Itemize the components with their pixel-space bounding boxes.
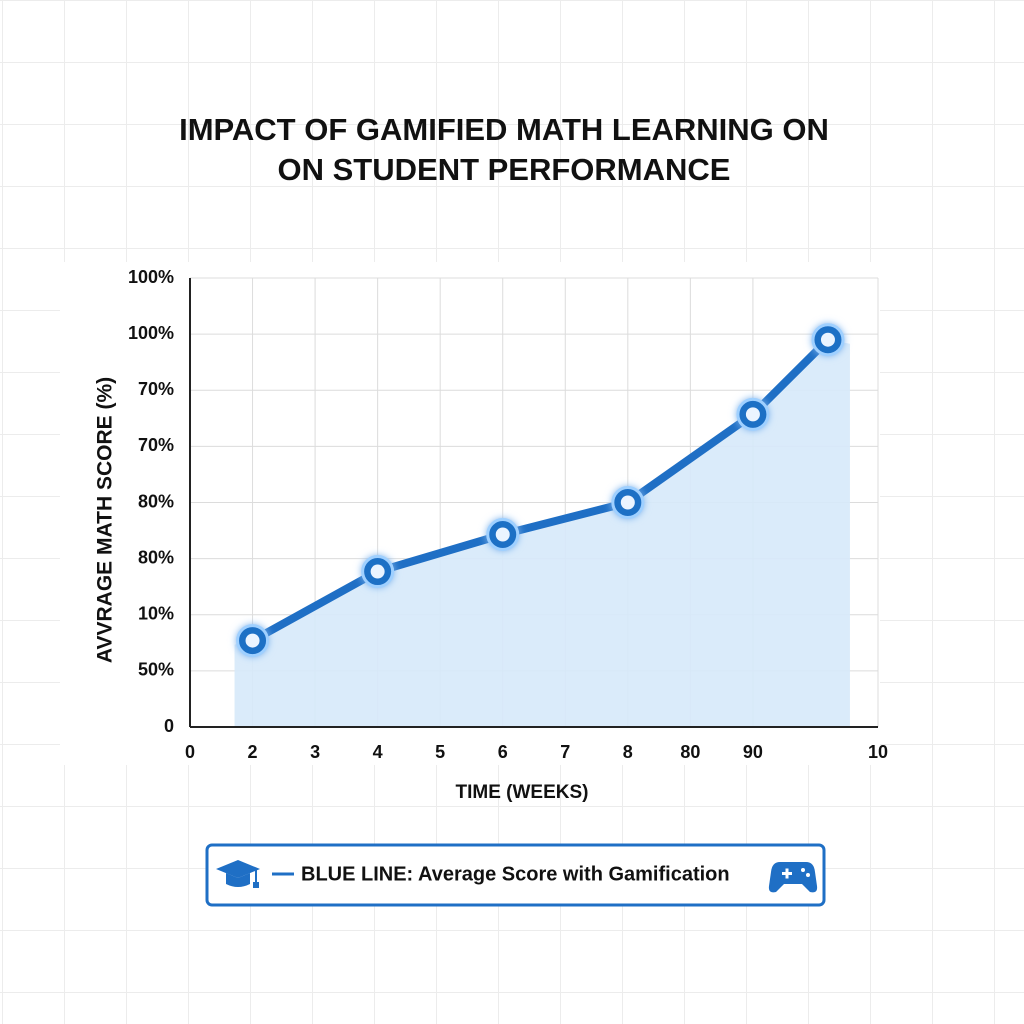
marker bbox=[236, 624, 270, 658]
marker bbox=[361, 555, 395, 589]
y-tick-label: 10% bbox=[138, 604, 174, 624]
marker bbox=[811, 323, 845, 357]
x-tick-label: 6 bbox=[498, 742, 508, 762]
plot: 0 50% 10% 80% 80% 70% 70% 100% 100% 0 2 3 4 5 6 7 8 80 90 1… bbox=[128, 267, 888, 762]
area bbox=[234, 339, 850, 727]
legend-box bbox=[205, 843, 826, 907]
line bbox=[248, 335, 832, 645]
chart-title: IMPACT OF GAMIFIED MATH LEARNING ON bbox=[179, 112, 829, 147]
y-tick-label: 100% bbox=[128, 323, 174, 343]
x-tick-label: 90 bbox=[743, 742, 763, 762]
y-tick-label: 80% bbox=[138, 491, 174, 511]
x-tick-label: 0 bbox=[185, 742, 195, 762]
x-tick-label: 7 bbox=[560, 742, 570, 762]
cap-icon bbox=[216, 860, 260, 888]
y-tick-label: 0 bbox=[164, 716, 174, 736]
y-axis-label: AVVRAGE MATH SCORE (%) bbox=[94, 377, 117, 663]
x-tick-label: 4 bbox=[373, 742, 383, 762]
x-tick-label: 80 bbox=[680, 742, 700, 762]
marker-inner bbox=[745, 407, 760, 422]
marker bbox=[611, 486, 645, 519]
y-tick-label: 80% bbox=[138, 547, 174, 567]
marker-inner bbox=[245, 633, 260, 648]
x-tick-label: 10 bbox=[868, 742, 888, 762]
y-tick-label: 70% bbox=[138, 435, 174, 455]
marker-inner bbox=[370, 564, 385, 579]
y-tick-label: 70% bbox=[138, 379, 174, 399]
marker-inner bbox=[495, 527, 510, 542]
x-axis-label: TIME (WEEKS) bbox=[456, 782, 589, 803]
marker bbox=[486, 517, 520, 551]
y-tick-label: 50% bbox=[138, 660, 174, 680]
gamepad-icon bbox=[768, 862, 818, 893]
marker-inner bbox=[820, 332, 835, 347]
y-tick-label: 100% bbox=[128, 267, 174, 287]
chart-title: ON STUDENT PERFORMANCE bbox=[278, 152, 731, 187]
x-tick-label: 3 bbox=[310, 742, 320, 762]
x-tick-label: 8 bbox=[623, 742, 633, 762]
marker-inner bbox=[620, 495, 635, 510]
x-tick-label: 2 bbox=[248, 742, 258, 762]
legend-label: BLUE LINE: Average Score with Gamificati… bbox=[301, 863, 730, 885]
marker bbox=[736, 397, 770, 431]
x-tick-label: 5 bbox=[435, 742, 445, 762]
